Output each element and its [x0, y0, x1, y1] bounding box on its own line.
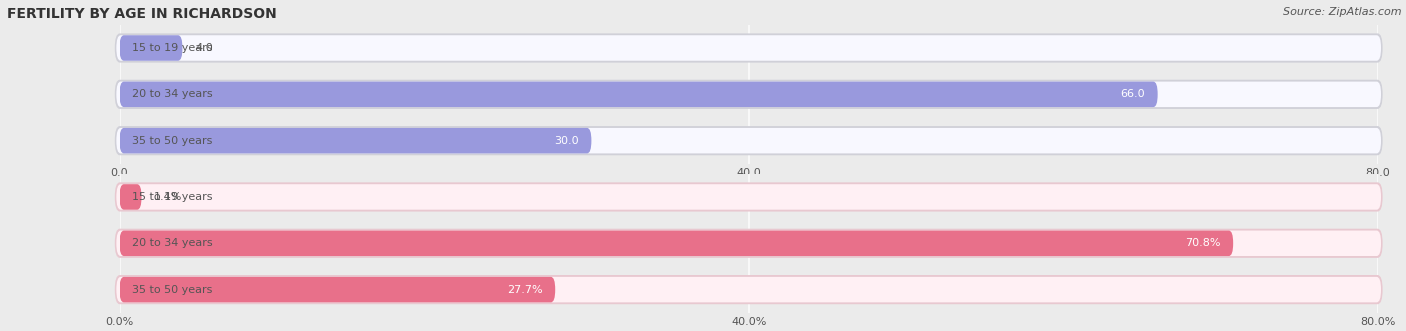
FancyBboxPatch shape [117, 35, 1381, 61]
FancyBboxPatch shape [120, 128, 592, 154]
Text: FERTILITY BY AGE IN RICHARDSON: FERTILITY BY AGE IN RICHARDSON [7, 7, 277, 21]
FancyBboxPatch shape [117, 184, 1381, 210]
Text: 30.0: 30.0 [554, 136, 579, 146]
FancyBboxPatch shape [120, 231, 1233, 256]
FancyBboxPatch shape [120, 184, 142, 210]
Text: 4.0: 4.0 [195, 43, 212, 53]
FancyBboxPatch shape [120, 35, 183, 61]
FancyBboxPatch shape [117, 81, 1381, 107]
FancyBboxPatch shape [115, 229, 1382, 258]
FancyBboxPatch shape [115, 275, 1382, 304]
FancyBboxPatch shape [117, 277, 1381, 303]
Text: 27.7%: 27.7% [508, 285, 543, 295]
Text: 35 to 50 years: 35 to 50 years [132, 136, 212, 146]
FancyBboxPatch shape [120, 277, 555, 303]
Text: 70.8%: 70.8% [1185, 238, 1220, 248]
FancyBboxPatch shape [117, 231, 1381, 256]
Text: 35 to 50 years: 35 to 50 years [132, 285, 212, 295]
Text: 1.4%: 1.4% [155, 192, 183, 202]
FancyBboxPatch shape [115, 182, 1382, 212]
FancyBboxPatch shape [115, 126, 1382, 155]
FancyBboxPatch shape [117, 128, 1381, 154]
FancyBboxPatch shape [115, 33, 1382, 63]
Text: 66.0: 66.0 [1121, 89, 1144, 99]
Text: 20 to 34 years: 20 to 34 years [132, 89, 212, 99]
Text: Source: ZipAtlas.com: Source: ZipAtlas.com [1284, 7, 1402, 17]
FancyBboxPatch shape [115, 80, 1382, 109]
Text: 20 to 34 years: 20 to 34 years [132, 238, 212, 248]
Text: 15 to 19 years: 15 to 19 years [132, 192, 212, 202]
FancyBboxPatch shape [120, 81, 1157, 107]
Text: 15 to 19 years: 15 to 19 years [132, 43, 212, 53]
